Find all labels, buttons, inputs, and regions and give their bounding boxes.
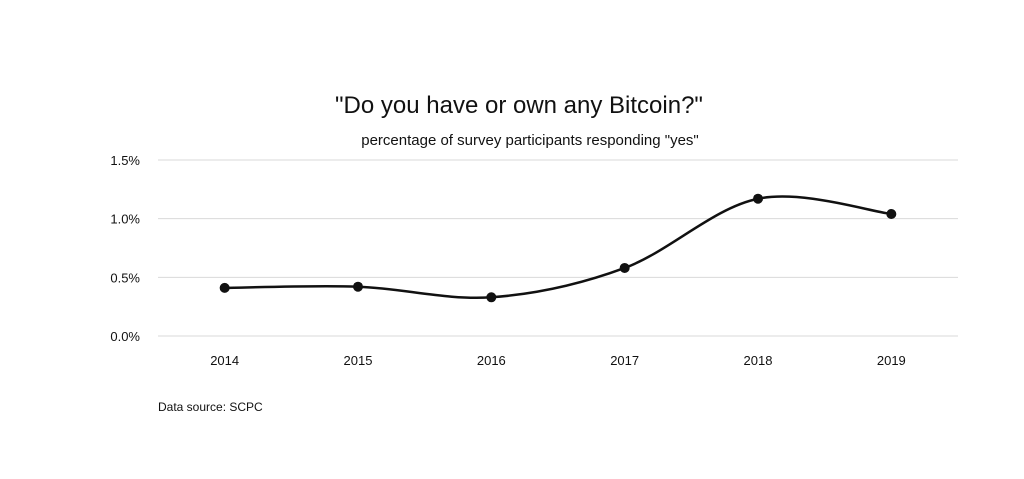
y-axis-ticks: 0.0% 0.5% 1.0% 1.5% xyxy=(110,153,140,344)
series-line xyxy=(223,195,893,300)
x-tick-label: 2014 xyxy=(210,353,239,368)
gridlines xyxy=(158,159,958,337)
data-point-2018 xyxy=(753,193,763,204)
y-tick-label: 0.0% xyxy=(110,329,140,344)
data-point-2016 xyxy=(486,292,497,303)
data-point-2014 xyxy=(219,282,230,293)
x-tick-label: 2019 xyxy=(877,353,906,368)
x-tick-label: 2018 xyxy=(744,353,773,368)
x-tick-label: 2016 xyxy=(477,353,506,368)
data-point-2019 xyxy=(886,208,897,219)
y-tick-label: 1.0% xyxy=(110,212,140,227)
x-axis-ticks: 2014 2015 2016 2017 2018 2019 xyxy=(210,353,906,368)
series-layer xyxy=(219,193,897,303)
chart-title: "Do you have or own any Bitcoin?" xyxy=(335,92,703,119)
source-note: Data source: SCPC xyxy=(158,400,263,414)
data-point-2017 xyxy=(619,262,630,273)
y-tick-label: 0.5% xyxy=(110,270,140,285)
chart-subtitle: percentage of survey participants respon… xyxy=(361,132,699,149)
y-tick-label: 1.5% xyxy=(110,153,140,168)
data-point-2015 xyxy=(353,281,363,292)
x-tick-label: 2017 xyxy=(610,353,639,368)
x-tick-label: 2015 xyxy=(344,353,373,368)
